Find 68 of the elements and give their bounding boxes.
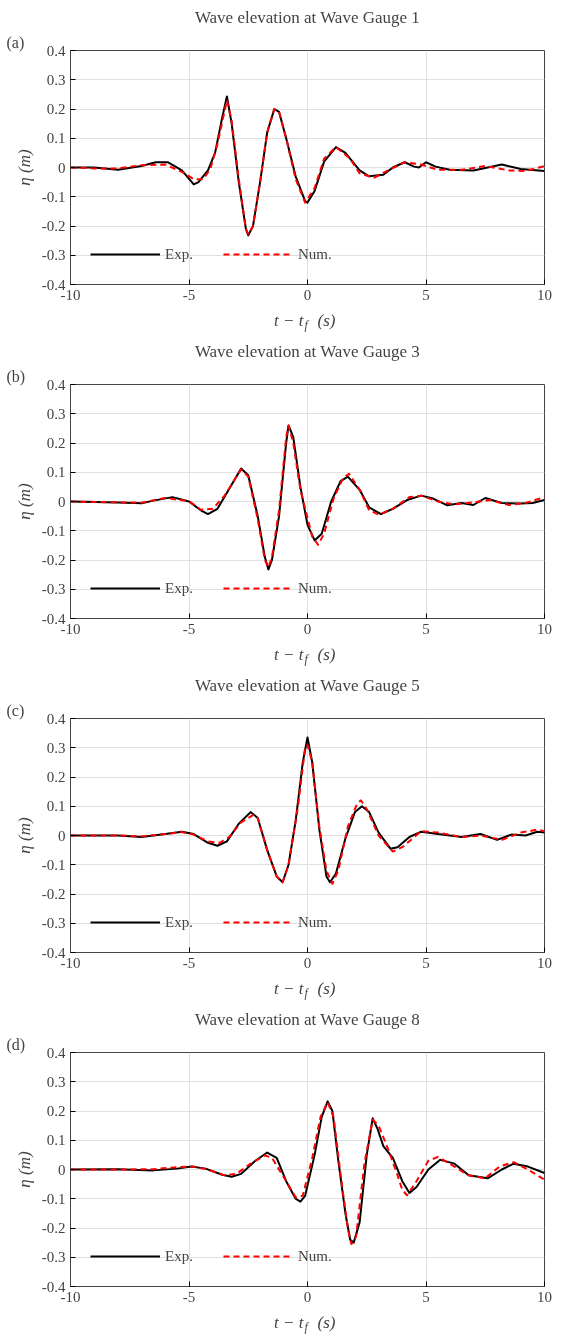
y-tick-label: -0.3 xyxy=(41,247,66,264)
y-tick-label: -0.3 xyxy=(41,581,66,598)
y-tick-label: -0.3 xyxy=(41,915,66,932)
chart-title: Wave elevation at Wave Gauge 8 xyxy=(194,1009,420,1029)
x-tick-label: 5 xyxy=(422,286,430,303)
y-tick-label: 0.1 xyxy=(46,130,66,147)
y-tick-label: 0.2 xyxy=(46,1103,66,1119)
y-axis-title: η (m) xyxy=(14,149,34,186)
x-tick-label: -5 xyxy=(182,620,196,637)
legend-label: Exp. xyxy=(165,1247,193,1265)
y-tick-label: -0.1 xyxy=(41,856,66,873)
y-axis-title: η (m) xyxy=(14,1151,34,1188)
x-tick-label: 0 xyxy=(303,620,312,637)
x-tick-label: 10 xyxy=(537,620,552,637)
y-tick-label: 0.1 xyxy=(46,464,66,481)
y-tick-label: -0.2 xyxy=(41,1220,66,1236)
y-tick-label: -0.1 xyxy=(41,1190,66,1207)
chart-title: Wave elevation at Wave Gauge 3 xyxy=(194,341,420,361)
legend-label: Exp. xyxy=(165,245,193,263)
y-tick-label: 0.1 xyxy=(46,1132,66,1149)
y-tick-label: 0 xyxy=(58,159,66,176)
y-tick-label: 0.4 xyxy=(46,710,66,727)
legend-label: Num. xyxy=(297,579,332,597)
x-tick-label: 0 xyxy=(303,286,312,303)
legend-label: Num. xyxy=(297,1247,332,1265)
x-tick-label: 5 xyxy=(422,620,430,637)
x-tick-label: 10 xyxy=(537,1288,552,1305)
y-tick-label: 0.4 xyxy=(46,42,66,59)
x-tick-label: 5 xyxy=(422,954,430,971)
chart-title: Wave elevation at Wave Gauge 5 xyxy=(194,675,420,695)
text: (c) xyxy=(6,701,25,720)
x-tick-label: -5 xyxy=(182,1288,196,1305)
legend-label: Num. xyxy=(297,913,332,931)
y-axis-title: η (m) xyxy=(14,483,34,520)
y-tick-label: 0.2 xyxy=(46,101,66,117)
x-tick-label: 0 xyxy=(303,954,312,971)
y-tick-label: 0.2 xyxy=(46,769,66,785)
y-tick-label: 0.3 xyxy=(46,405,66,422)
x-tick-label: 10 xyxy=(537,954,552,971)
legend-label: Num. xyxy=(297,245,332,263)
text: (a) xyxy=(6,33,25,52)
y-tick-label: 0.2 xyxy=(46,435,66,451)
y-tick-label: -0.1 xyxy=(41,188,66,205)
y-tick-label: 0 xyxy=(58,493,66,510)
x-tick-label: -5 xyxy=(182,286,196,303)
y-tick-label: 0.1 xyxy=(46,798,66,815)
chart-title: Wave elevation at Wave Gauge 1 xyxy=(194,7,420,27)
y-tick-label: -0.2 xyxy=(41,886,66,902)
y-tick-label: 0 xyxy=(58,1161,66,1178)
y-tick-label: 0.3 xyxy=(46,71,66,88)
x-tick-label: 5 xyxy=(422,1288,430,1305)
text: (b) xyxy=(6,367,26,386)
x-tick-label: -5 xyxy=(182,954,196,971)
legend-label: Exp. xyxy=(165,579,193,597)
y-tick-label: 0.3 xyxy=(46,739,66,756)
y-tick-label: -0.2 xyxy=(41,552,66,568)
y-tick-label: -0.3 xyxy=(41,1249,66,1266)
x-tick-label: 10 xyxy=(537,286,552,303)
y-tick-label: -0.2 xyxy=(41,218,66,234)
text: (d) xyxy=(6,1035,26,1054)
y-tick-label: 0.3 xyxy=(46,1073,66,1090)
y-tick-label: 0 xyxy=(58,827,66,844)
y-tick-label: 0.4 xyxy=(46,376,66,393)
y-tick-label: 0.4 xyxy=(46,1044,66,1061)
y-tick-label: -0.1 xyxy=(41,522,66,539)
x-tick-label: 0 xyxy=(303,1288,312,1305)
legend-label: Exp. xyxy=(165,913,193,931)
y-axis-title: η (m) xyxy=(14,817,34,854)
